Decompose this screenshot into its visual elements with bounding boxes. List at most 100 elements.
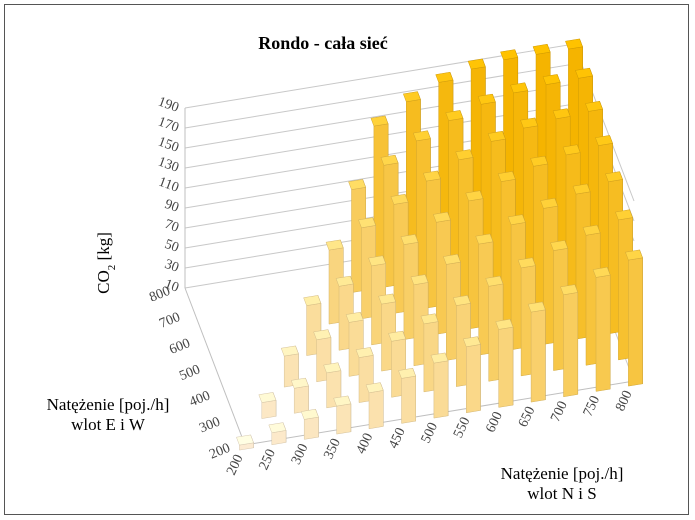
bar-top: [388, 330, 407, 342]
bar-top: [475, 233, 494, 245]
z-tick-150: 150: [156, 134, 181, 155]
z-axis-label-rest: [kg]: [94, 232, 113, 265]
bar-top: [507, 214, 526, 226]
bar-top: [465, 190, 484, 202]
x-tick-450: 450: [386, 426, 408, 451]
bar-top: [335, 275, 354, 287]
bar-200-400: [365, 382, 384, 430]
bar-300-300: [290, 377, 309, 414]
chart-frame: Rondo - cała sieć 10 30 50 70 90 110 130 150 170…: [4, 4, 689, 515]
bar-200-750: [592, 266, 611, 392]
bar-200-700: [560, 284, 579, 398]
z-tick-110: 110: [156, 175, 180, 196]
bar-top: [550, 240, 569, 251]
bar-top: [420, 313, 439, 325]
bar-top: [370, 115, 389, 127]
bar-top: [582, 224, 601, 236]
bar-top: [398, 367, 417, 379]
bar-top: [325, 239, 344, 251]
y-axis-ticks: 200 300 400 500 600 700 800: [147, 284, 232, 463]
bar-200-350: [333, 395, 352, 435]
y-tick-400: 400: [187, 389, 212, 411]
bar-200-500: [430, 352, 449, 419]
bar-top: [390, 193, 409, 205]
z-tick-170: 170: [156, 114, 181, 135]
bar-top: [435, 71, 454, 83]
bar-top: [345, 311, 364, 323]
y-tick-600: 600: [167, 336, 192, 358]
bar-top: [236, 434, 254, 446]
z-tick-30: 30: [162, 257, 180, 276]
x-axis-ticks: 200 250 300 350 400 450 500 550 600 650 700 750 800: [224, 388, 635, 477]
bar-front: [433, 360, 449, 419]
z-tick-50: 50: [162, 237, 180, 256]
bar-front: [563, 292, 579, 398]
bar-top: [365, 382, 384, 394]
bar-top: [510, 82, 529, 94]
bar-top: [572, 183, 591, 195]
z-tick-70: 70: [162, 217, 180, 236]
bar-front: [368, 390, 384, 430]
y-axis-line: [184, 287, 246, 446]
bar-top: [487, 130, 506, 142]
bar-top: [430, 352, 449, 364]
bar-top: [592, 266, 611, 278]
bar-top: [400, 234, 419, 245]
bar-top: [378, 293, 397, 305]
bar-front: [595, 274, 611, 392]
bar-front: [261, 400, 277, 419]
bar-front: [336, 403, 352, 435]
bar-top: [313, 329, 332, 341]
bar-top: [552, 108, 571, 120]
x-tick-350: 350: [321, 436, 343, 461]
x-axis-label-line1: Natężenie [poj./h]: [501, 464, 624, 483]
bar-400-400: [345, 311, 364, 377]
bar-top: [625, 249, 643, 261]
bar-top: [585, 100, 603, 112]
bar-top: [565, 38, 583, 50]
x-tick-550: 550: [451, 415, 473, 440]
z-axis-label-sub: 2: [106, 265, 118, 271]
x-tick-750: 750: [581, 394, 603, 419]
bar-front: [466, 344, 481, 414]
bar-top: [452, 295, 471, 306]
bar-top: [290, 377, 309, 389]
bar-top: [520, 117, 539, 129]
bar-top: [477, 93, 496, 105]
bar-top: [605, 171, 623, 183]
bar-top: [497, 171, 516, 182]
bars: [236, 38, 643, 451]
bar-top: [410, 274, 429, 286]
bar-200-800: [625, 249, 643, 387]
y-tick-500: 500: [177, 362, 202, 384]
bar-200-650: [527, 301, 546, 403]
bar-top: [542, 74, 561, 85]
bar-front: [303, 416, 319, 440]
z-tick-130: 130: [156, 154, 181, 175]
bar-top: [540, 197, 559, 209]
x-axis-label-line2: wlot N i S: [527, 484, 596, 503]
bar-top: [485, 275, 504, 287]
bar-200-550: [462, 336, 481, 414]
x-tick-400: 400: [354, 431, 376, 456]
bar-top: [323, 362, 342, 374]
bar-top: [562, 144, 581, 156]
bar-top: [527, 301, 546, 313]
bar-top: [575, 67, 593, 79]
bar-200-300: [300, 408, 319, 440]
bar-top: [303, 295, 322, 306]
bar-top: [595, 135, 613, 146]
bar-top: [300, 408, 319, 420]
x-tick-250: 250: [257, 447, 279, 472]
z-axis-label: CO2 [kg]: [94, 232, 118, 294]
bar-top: [517, 257, 536, 269]
x-tick-650: 650: [516, 404, 538, 429]
z-tick-90: 90: [162, 197, 180, 216]
y-tick-800: 800: [147, 284, 172, 306]
bar-top: [455, 149, 474, 161]
bar-200-250: [268, 422, 287, 446]
bar-top: [268, 422, 287, 434]
bar-top: [467, 58, 486, 70]
bar3d-chart: Rondo - cała sieć 1030507090110130150170…: [47, 33, 643, 503]
